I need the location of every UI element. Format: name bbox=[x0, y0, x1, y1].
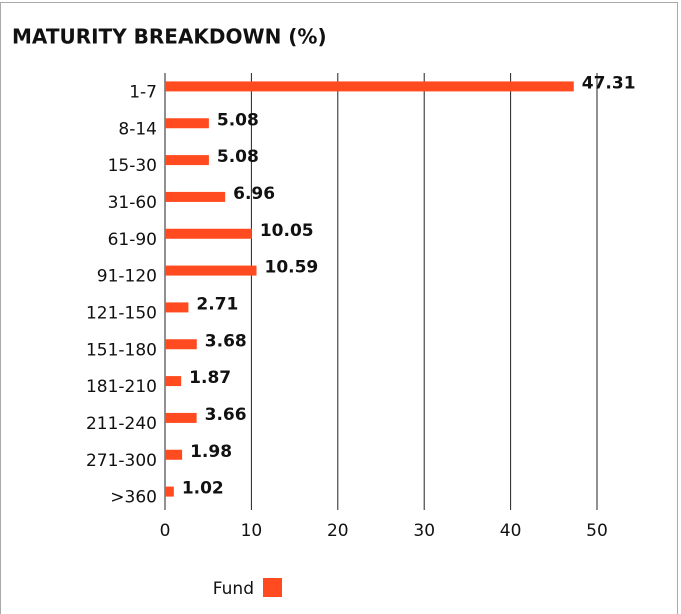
value-label: 1.98 bbox=[190, 442, 232, 462]
bar bbox=[165, 118, 209, 129]
bar bbox=[165, 486, 174, 497]
value-label: 2.71 bbox=[196, 294, 238, 314]
value-label: 3.68 bbox=[205, 331, 247, 351]
value-label: 6.96 bbox=[233, 184, 275, 204]
bar bbox=[165, 302, 189, 313]
legend-label: Fund bbox=[213, 579, 254, 599]
value-label: 1.02 bbox=[182, 479, 224, 499]
x-tick-label: 20 bbox=[327, 521, 349, 541]
x-tick-label: 30 bbox=[413, 521, 435, 541]
bar bbox=[165, 376, 182, 387]
y-tick-label: 91-120 bbox=[97, 267, 157, 287]
chart-title: MATURITY BREAKDOWN (%) bbox=[12, 25, 327, 49]
x-tick-label: 40 bbox=[500, 521, 522, 541]
value-label: 10.59 bbox=[264, 258, 318, 278]
x-tick-label: 50 bbox=[586, 521, 608, 541]
bar bbox=[165, 191, 226, 202]
x-tick-label: 0 bbox=[160, 521, 171, 541]
bar bbox=[165, 412, 197, 423]
y-tick-label: 211-240 bbox=[86, 414, 157, 434]
y-tick-label: 8-14 bbox=[118, 119, 157, 139]
bar bbox=[165, 81, 574, 92]
bar bbox=[165, 265, 257, 276]
bar bbox=[165, 339, 197, 350]
value-label: 5.08 bbox=[217, 147, 259, 167]
y-tick-label: 61-90 bbox=[108, 230, 157, 250]
bar bbox=[165, 155, 209, 166]
y-tick-label: 31-60 bbox=[108, 193, 157, 213]
legend-swatch bbox=[263, 578, 282, 597]
y-tick-label: 271-300 bbox=[86, 451, 157, 471]
value-label: 47.31 bbox=[582, 73, 636, 93]
bar bbox=[165, 449, 183, 460]
y-tick-label: 151-180 bbox=[86, 340, 157, 360]
value-label: 3.66 bbox=[205, 405, 247, 425]
value-label: 10.05 bbox=[260, 221, 314, 241]
x-tick-label: 10 bbox=[241, 521, 263, 541]
y-tick-label: 15-30 bbox=[108, 156, 157, 176]
y-tick-label: >360 bbox=[110, 488, 157, 508]
y-tick-label: 121-150 bbox=[86, 303, 157, 323]
bar bbox=[165, 228, 252, 239]
y-tick-label: 1-7 bbox=[129, 82, 157, 102]
y-tick-label: 181-210 bbox=[86, 377, 157, 397]
value-label: 5.08 bbox=[217, 110, 259, 130]
value-label: 1.87 bbox=[189, 368, 231, 388]
